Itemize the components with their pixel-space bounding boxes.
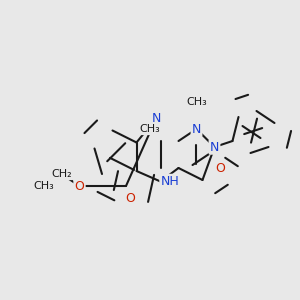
Text: CH₃: CH₃ [33, 181, 54, 191]
Text: O: O [216, 161, 225, 175]
Text: NH: NH [160, 175, 179, 188]
Text: N: N [151, 112, 161, 125]
Text: N: N [210, 140, 219, 154]
Text: O: O [75, 179, 84, 193]
Text: O: O [126, 191, 135, 205]
Text: CH₃: CH₃ [140, 124, 160, 134]
Text: CH₂: CH₂ [51, 169, 72, 179]
Text: N: N [192, 122, 201, 136]
Text: CH₃: CH₃ [186, 97, 207, 107]
